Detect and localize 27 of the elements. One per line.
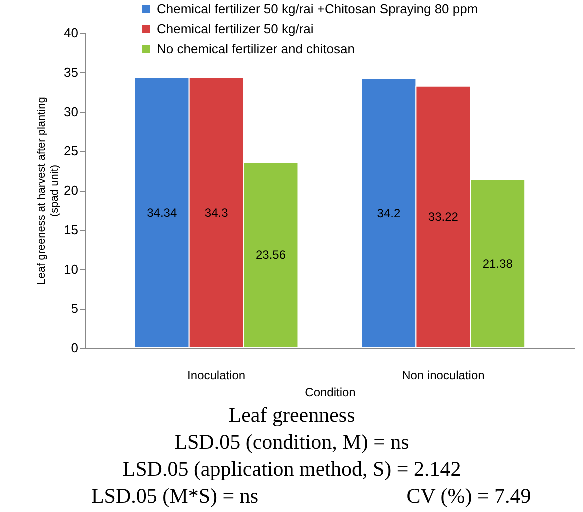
data-label: 34.34 [147,206,178,220]
legend-label: Chemical fertilizer 50 kg/rai +Chitosan Spraying 80 ppm [157,2,478,16]
legend-label: Chemical fertilizer 50 kg/rai [157,22,314,36]
y-tick-label: 15 [64,222,78,238]
y-tick-label: 10 [64,262,78,277]
data-label: 23.56 [256,248,286,262]
y-tick-label: 30 [64,104,78,120]
text: CV (%) = 7.49 [406,484,532,508]
text: LSD.05 (application method, S) = 2.142 [122,457,462,481]
text: LSD.05 (M*S) = ns [91,484,259,508]
y-tick-label: 0 [71,340,78,356]
x-axis-title: Condition [305,386,356,400]
x-tick-label: Non inoculation [402,368,485,382]
data-label: 21.38 [482,256,514,271]
data-label: 34.3 [204,206,229,220]
text: LSD.05 (condition, M) = ns [174,430,410,454]
y-tick-label: 40 [64,26,78,40]
text: Leaf greenness [228,403,356,427]
y-tick-label: 35 [64,64,78,80]
x-tick-label: Inoculation [188,368,246,382]
y-tick-label: 5 [71,301,78,316]
y-tick-label: 25 [64,144,78,159]
y-tick-label: 20 [64,183,78,198]
data-label: 33.22 [428,210,459,224]
legend-label: No chemical fertilizer and chitosan [157,42,355,56]
y-axis-title: Leaf greeness at harvest after planting (spad unit) [36,97,62,285]
data-label: 34.2 [377,206,401,220]
